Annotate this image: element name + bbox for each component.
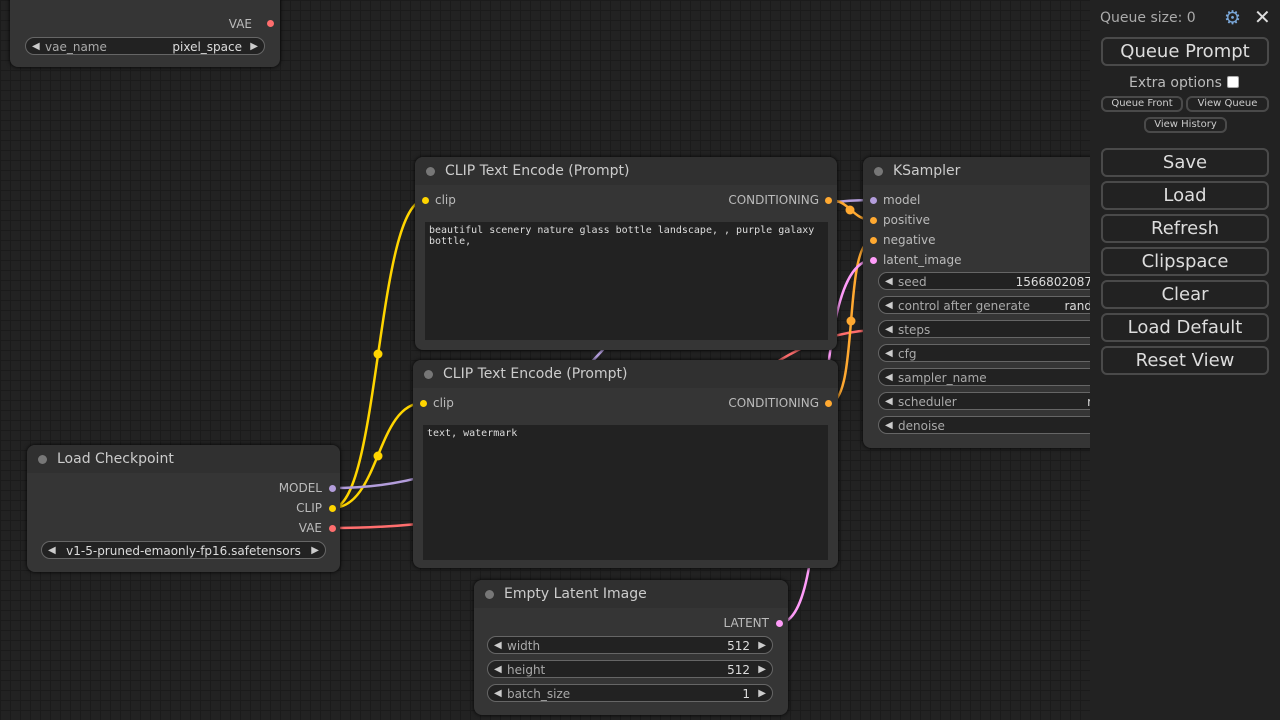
input-label: clip [433, 396, 454, 410]
input-slot[interactable] [870, 237, 877, 244]
output-label: VAE [298, 521, 322, 535]
widget[interactable]: ◀ v1-5-pruned-emaonly-fp16.safetensors ▶ [41, 541, 326, 559]
output-slot[interactable] [825, 400, 832, 407]
arrow-icon: ◀ [885, 372, 893, 383]
input-slot[interactable] [870, 197, 877, 204]
menu-panel: Queue size: 0 ⚙ ✕ Queue Prompt Extra opt… [1090, 0, 1280, 720]
output-label: MODEL [278, 481, 322, 495]
output-slot[interactable] [329, 505, 336, 512]
widget[interactable]: ◀ batch_size 1 ▶ [487, 684, 773, 702]
input-slot[interactable] [420, 400, 427, 407]
prompt-text[interactable]: beautiful scenery nature glass bottle la… [425, 222, 828, 340]
arrow-icon: ◀ [885, 396, 893, 407]
close-icon[interactable]: ✕ [1254, 5, 1271, 29]
widget-name: scheduler [898, 395, 957, 409]
output-label: LATENT [723, 616, 769, 630]
menu-button[interactable]: Save [1101, 148, 1269, 177]
input-label: positive [883, 213, 931, 227]
node[interactable]: CLIP Text Encode (Prompt) clip CONDITION… [413, 360, 838, 568]
input-slot[interactable] [422, 197, 429, 204]
input-label: clip [435, 193, 456, 207]
extra-options-checkbox[interactable] [1227, 76, 1239, 88]
output-slot[interactable] [267, 20, 274, 27]
widget-name: height [507, 663, 546, 677]
menu-button[interactable]: Clipspace [1101, 247, 1269, 276]
output-label: CONDITIONING [728, 193, 819, 207]
widget-name: steps [898, 323, 931, 337]
widget-name: vae_name [45, 40, 107, 54]
widget[interactable]: ◀ height 512 ▶ [487, 660, 773, 678]
settings-icon[interactable]: ⚙ [1224, 7, 1242, 29]
node[interactable]: VAE ◀ vae_name pixel_space ▶ [10, 0, 280, 67]
extra-options-label: Extra options [1129, 75, 1222, 91]
output-slot[interactable] [329, 485, 336, 492]
output-slot[interactable] [776, 620, 783, 627]
output-slot[interactable] [329, 525, 336, 532]
queue-size: Queue size: 0 [1100, 10, 1196, 26]
link-dot [373, 349, 383, 359]
menu-button[interactable]: Load [1101, 181, 1269, 210]
menu-button[interactable]: Refresh [1101, 214, 1269, 243]
node-title: Empty Latent Image [474, 580, 788, 608]
link-dot [845, 205, 855, 215]
input-slot[interactable] [870, 217, 877, 224]
widget-value: r [1087, 393, 1092, 411]
widget-value: 1 [742, 687, 750, 701]
input-label: latent_image [883, 253, 962, 267]
queue-prompt-button[interactable]: Queue Prompt [1101, 37, 1269, 66]
link-dot [373, 451, 383, 461]
node-title: Load Checkpoint [27, 445, 340, 473]
node[interactable]: Empty Latent Image LATENT ◀ width 512 ▶ ◀ he… [474, 580, 788, 715]
widget-name: batch_size [507, 687, 571, 701]
arrow-icon: ◀ [885, 348, 893, 359]
node-title: CLIP Text Encode (Prompt) [413, 360, 838, 388]
widget[interactable]: ◀ width 512 ▶ [487, 636, 773, 654]
widget-name: control after generate [898, 299, 1030, 313]
widget-value: 512 [727, 639, 750, 653]
arrow-icon: ◀ [885, 276, 893, 287]
widget-value: 512 [727, 663, 750, 677]
output-label: CONDITIONING [728, 396, 819, 410]
menu-button[interactable]: Clear [1101, 280, 1269, 309]
widget-name: sampler_name [898, 371, 987, 385]
arrow-icon: ◀ [885, 324, 893, 335]
output-label: VAE [228, 17, 252, 31]
widget-value: rand [1064, 299, 1092, 313]
view-history-button[interactable]: View History [1144, 117, 1227, 133]
input-slot[interactable] [870, 257, 877, 264]
prompt-text[interactable]: text, watermark [423, 425, 828, 560]
input-label: model [883, 193, 921, 207]
widget-name: cfg [898, 347, 917, 361]
arrow-icon: ◀ [885, 300, 893, 311]
widget[interactable]: ◀ vae_name pixel_space ▶ [25, 37, 265, 55]
widget-name: seed [898, 275, 927, 289]
node-title: CLIP Text Encode (Prompt) [415, 157, 837, 185]
widget-value: 1566802087 [1015, 275, 1092, 289]
queue-front-button[interactable]: Queue Front [1101, 96, 1183, 112]
output-slot[interactable] [825, 197, 832, 204]
node[interactable]: CLIP Text Encode (Prompt) clip CONDITION… [415, 157, 837, 350]
widget-value: pixel_space [172, 40, 242, 54]
output-label: CLIP [296, 501, 322, 515]
menu-button[interactable]: Reset View [1101, 346, 1269, 375]
link-dot [846, 316, 856, 326]
widget-value: v1-5-pruned-emaonly-fp16.safetensors [66, 544, 301, 558]
menu-button[interactable]: Load Default [1101, 313, 1269, 342]
widget-name: width [507, 639, 541, 653]
view-queue-button[interactable]: View Queue [1186, 96, 1269, 112]
node[interactable]: Load Checkpoint MODEL CLIP VAE ◀ v1-5-pru… [27, 445, 340, 572]
arrow-icon: ◀ [885, 420, 893, 431]
input-label: negative [883, 233, 936, 247]
widget-name: denoise [898, 419, 945, 433]
